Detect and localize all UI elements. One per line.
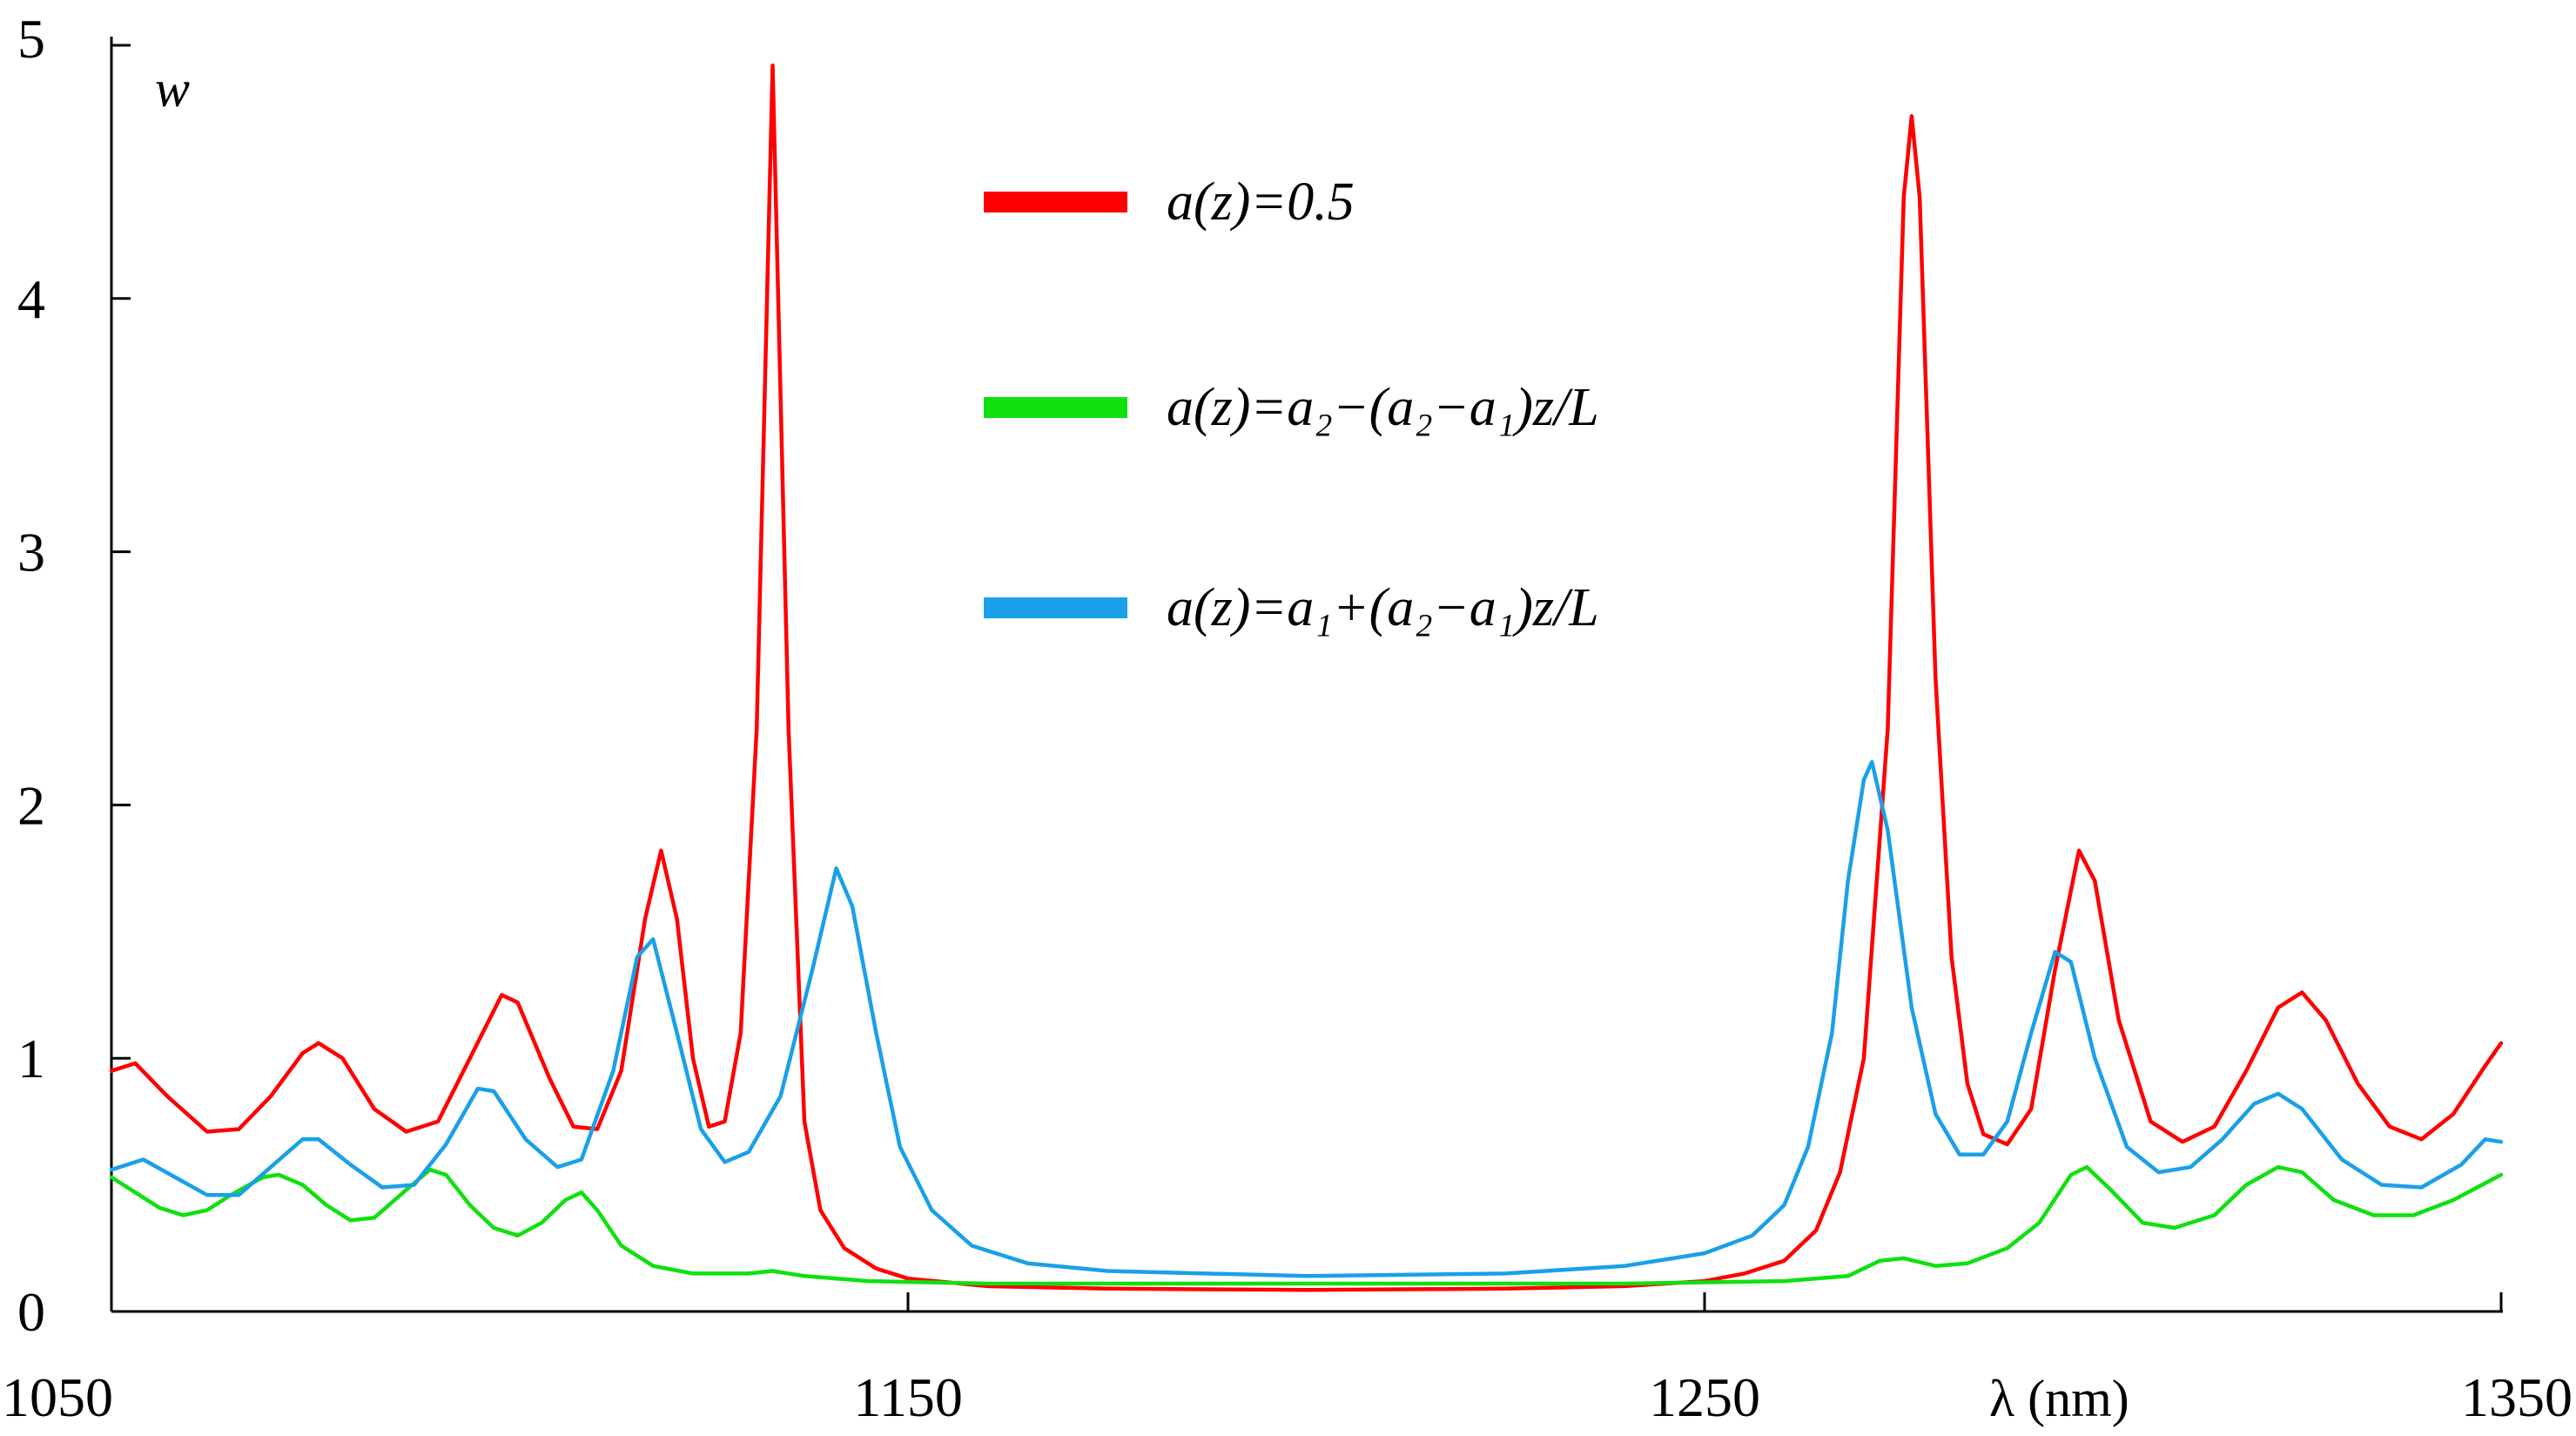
- x-tick-label: 1150: [853, 1366, 963, 1428]
- series-line-1: [109, 64, 2504, 1292]
- y-tick-label: 1: [17, 1028, 45, 1089]
- y-tick-label: 2: [17, 774, 45, 836]
- y-tick-label: 0: [17, 1281, 45, 1343]
- axes: [110, 37, 2503, 1313]
- y-tick-label: 5: [17, 8, 45, 70]
- y-tick-label: 3: [17, 522, 45, 583]
- y-axis-label: w: [155, 60, 190, 118]
- ticks: 0 1 2 3 4 5 1050 1150 1250 1350: [2, 8, 2573, 1428]
- series-line-2: [109, 1164, 2504, 1286]
- x-tick-label: 1350: [2461, 1366, 2573, 1428]
- y-tick-label: 4: [17, 268, 45, 330]
- plot-area: [109, 64, 2504, 1292]
- x-axis-label: λ (nm): [1989, 1370, 2129, 1427]
- legend-label-2: a(z)=a₂−(a₂−a₁)z/L: [1167, 378, 1599, 437]
- legend-label-3: a(z)=a₁+(a₂−a₁)z/L: [1167, 578, 1599, 637]
- series-line-3: [109, 759, 2504, 1278]
- x-tick-label: 1050: [2, 1366, 113, 1428]
- legend: a(z)=0.5 a(z)=a₂−(a₂−a₁)z/L a(z)=a₁+(a₂−a₁…: [984, 172, 1599, 637]
- legend-label-1: a(z)=0.5: [1167, 172, 1355, 232]
- x-tick-label: 1250: [1649, 1366, 1760, 1428]
